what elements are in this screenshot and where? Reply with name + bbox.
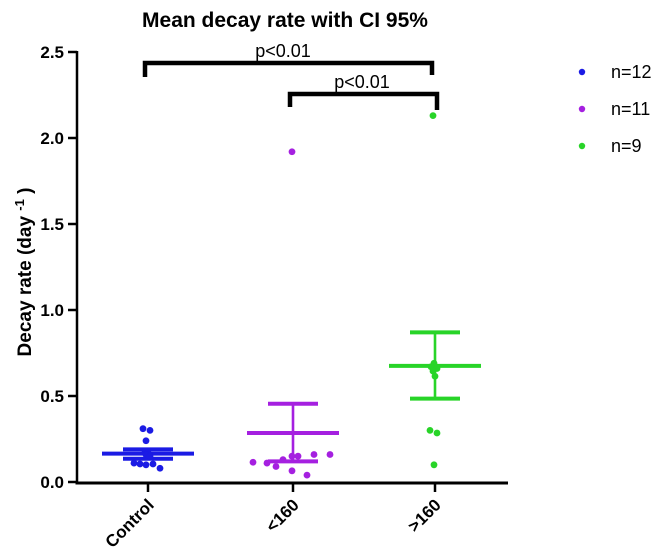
y-tick-label: 2.0 [40, 129, 64, 148]
data-point [426, 427, 434, 434]
y-axis-label: Decay rate (day -1 ) [8, 188, 36, 357]
data-point [294, 452, 302, 460]
data-point [136, 460, 144, 468]
data-point [130, 459, 138, 467]
data-point [429, 367, 437, 375]
significance-bracket [287, 91, 440, 110]
x-category-label: <160 [262, 495, 303, 536]
data-point [433, 429, 441, 437]
chart-title: Mean decay rate with CI 95% [142, 9, 428, 32]
data-point [288, 467, 296, 475]
y-tick-label: 1.0 [40, 301, 64, 320]
legend-marker [578, 68, 586, 76]
data-point [149, 460, 157, 468]
data-point [272, 463, 280, 470]
data-point [249, 458, 257, 466]
p-value-label: p<0.01 [255, 41, 311, 61]
y-tick-label: 0.5 [40, 387, 64, 406]
p-value-label: p<0.01 [334, 72, 390, 92]
data-point [303, 471, 311, 479]
data-point [263, 459, 271, 467]
data-point [431, 372, 439, 380]
data-point [142, 437, 150, 445]
data-point [429, 112, 437, 120]
data-point [326, 451, 334, 458]
legend-label: n=9 [611, 136, 642, 156]
legend-marker [578, 105, 586, 113]
data-point [142, 461, 150, 469]
y-axis-label-sup: -1 [12, 199, 27, 211]
data-point [288, 452, 296, 460]
x-category-label: Control [102, 495, 158, 551]
y-axis-label-close: ) [15, 188, 36, 194]
data-point [146, 452, 154, 460]
legend-label: n=11 [611, 99, 650, 119]
data-point [430, 461, 438, 469]
legend-label: n=12 [611, 62, 652, 82]
legend-marker [578, 142, 586, 150]
y-tick-label: 0.0 [40, 473, 64, 492]
data-point [156, 464, 164, 472]
significance-bracket [142, 60, 435, 77]
y-axis-label-base: Decay rate (day [15, 216, 36, 357]
y-tick-label: 2.5 [40, 43, 64, 62]
x-category-label: >160 [404, 495, 445, 536]
data-point [279, 456, 287, 464]
data-point [146, 427, 154, 434]
data-point [288, 148, 296, 156]
y-tick-label: 1.5 [40, 215, 64, 234]
data-point [310, 451, 318, 458]
data-point [139, 425, 147, 433]
